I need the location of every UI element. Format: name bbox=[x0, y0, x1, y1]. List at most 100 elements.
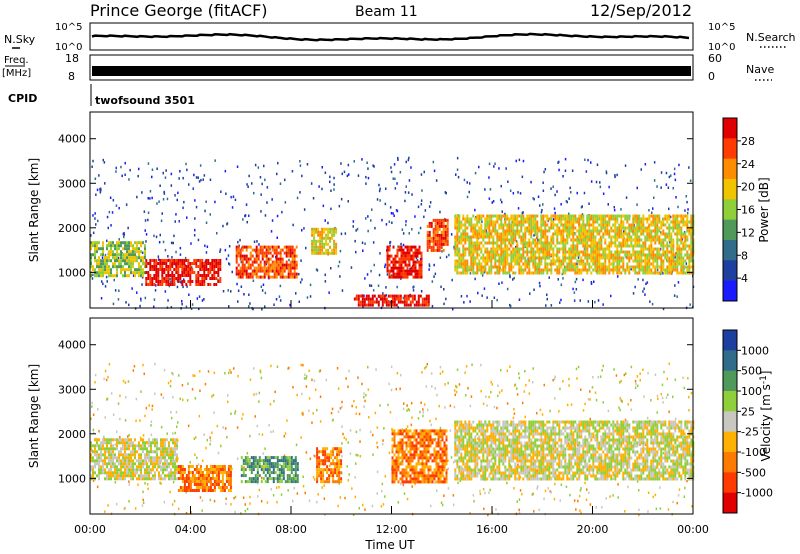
data-cell bbox=[440, 218, 443, 222]
data-cell bbox=[446, 236, 449, 240]
data-cell bbox=[566, 265, 569, 269]
data-cell bbox=[392, 260, 395, 264]
data-cell bbox=[636, 226, 639, 230]
data-cell bbox=[522, 271, 525, 275]
data-cell bbox=[275, 248, 278, 252]
data-cell bbox=[315, 242, 318, 246]
data-cell bbox=[682, 214, 685, 218]
scatter-cell bbox=[337, 410, 340, 413]
scatter-cell bbox=[264, 447, 266, 450]
data-cell bbox=[562, 250, 565, 254]
data-cell bbox=[406, 266, 409, 270]
data-cell bbox=[207, 268, 210, 271]
data-cell bbox=[532, 256, 535, 260]
scatter-cell bbox=[552, 218, 555, 221]
data-cell bbox=[620, 235, 623, 239]
data-cell bbox=[100, 259, 102, 263]
data-cell bbox=[426, 236, 429, 240]
scatter-cell bbox=[542, 203, 544, 206]
scatter-cell bbox=[488, 197, 491, 200]
scatter-cell bbox=[154, 289, 157, 292]
data-cell bbox=[155, 280, 158, 283]
scatter-cell bbox=[243, 293, 245, 296]
data-cell bbox=[594, 214, 597, 218]
data-cell bbox=[365, 294, 368, 298]
data-cell bbox=[564, 244, 567, 248]
data-cell bbox=[630, 226, 633, 230]
data-cell bbox=[534, 217, 537, 221]
data-cell bbox=[638, 217, 641, 221]
data-cell bbox=[586, 256, 589, 260]
scatter-cell bbox=[494, 444, 497, 447]
data-cell bbox=[492, 229, 495, 233]
data-cell bbox=[604, 265, 607, 269]
scatter-cell bbox=[172, 396, 174, 399]
data-cell bbox=[642, 229, 645, 233]
data-cell bbox=[492, 253, 495, 257]
data-cell bbox=[650, 223, 653, 227]
scatter-cell bbox=[559, 387, 561, 391]
data-cell bbox=[542, 253, 545, 257]
data-cell bbox=[398, 257, 401, 261]
data-cell bbox=[142, 268, 144, 272]
data-cell bbox=[289, 269, 292, 273]
scatter-cell bbox=[158, 200, 160, 203]
data-cell bbox=[508, 229, 511, 233]
scatter-cell bbox=[203, 433, 205, 436]
data-cell bbox=[678, 238, 681, 242]
data-cell bbox=[624, 271, 627, 275]
data-cell bbox=[269, 263, 272, 267]
data-cell bbox=[532, 247, 535, 251]
data-cell bbox=[480, 268, 483, 272]
data-cell bbox=[199, 283, 202, 286]
scatter-cell bbox=[656, 185, 658, 188]
data-cell bbox=[674, 253, 677, 257]
data-cell bbox=[620, 226, 623, 230]
scatter-cell bbox=[481, 220, 483, 223]
data-cell bbox=[243, 263, 246, 267]
data-cell bbox=[574, 256, 577, 260]
data-cell bbox=[365, 297, 368, 301]
scatter-cell bbox=[128, 470, 130, 473]
data-cell bbox=[666, 214, 669, 218]
scatter-cell bbox=[580, 206, 583, 209]
scatter-cell bbox=[183, 200, 185, 204]
data-cell bbox=[548, 226, 551, 230]
data-cell bbox=[558, 247, 561, 251]
scatter-cell bbox=[518, 511, 521, 514]
data-cell bbox=[574, 226, 577, 230]
data-cell bbox=[648, 217, 651, 221]
scatter-cell bbox=[495, 508, 497, 511]
scatter-cell bbox=[188, 183, 190, 186]
data-cell bbox=[92, 465, 94, 469]
data-cell bbox=[361, 294, 364, 298]
scatter-cell bbox=[213, 371, 216, 375]
scatter-cell bbox=[201, 509, 203, 512]
data-cell bbox=[267, 260, 270, 264]
data-cell bbox=[502, 271, 505, 275]
data-cell bbox=[295, 272, 298, 276]
data-cell bbox=[650, 238, 653, 242]
data-cell bbox=[596, 232, 599, 236]
scatter-cell bbox=[444, 191, 447, 194]
data-cell bbox=[456, 229, 459, 233]
data-cell bbox=[464, 238, 467, 242]
data-cell bbox=[578, 262, 581, 266]
scatter-cell bbox=[632, 292, 635, 295]
data-cell bbox=[534, 229, 537, 233]
data-cell bbox=[668, 250, 671, 254]
scatter-cell bbox=[426, 363, 428, 366]
data-cell bbox=[293, 254, 296, 258]
data-cell bbox=[149, 280, 152, 283]
data-cell bbox=[490, 232, 493, 236]
scatter-cell bbox=[104, 253, 107, 257]
scatter-cell bbox=[279, 182, 282, 185]
data-cell bbox=[596, 241, 599, 245]
data-cell bbox=[592, 235, 595, 239]
data-cell bbox=[526, 244, 529, 248]
data-cell bbox=[454, 250, 457, 254]
data-cell bbox=[287, 254, 290, 258]
data-cell bbox=[516, 247, 519, 251]
data-cell bbox=[209, 265, 212, 268]
data-cell bbox=[558, 214, 561, 218]
